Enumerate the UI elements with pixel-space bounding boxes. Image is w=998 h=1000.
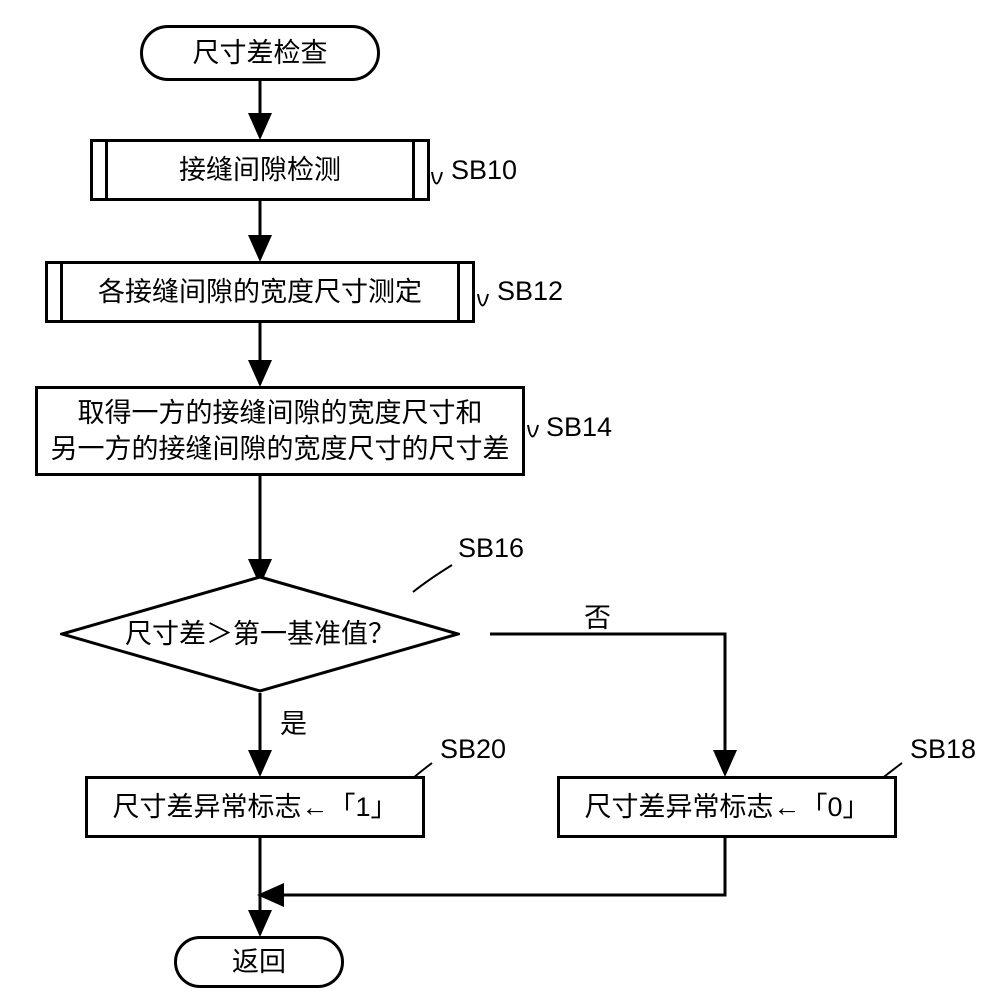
decision-no-label: 否 [584,596,611,635]
label-sb12: SB12 [497,276,563,307]
node-sb16-text: 尺寸差＞第一基准值？ [125,616,395,652]
node-sb18: 尺寸差异常标志←「0」 [557,776,897,838]
node-start-text: 尺寸差检查 [193,35,328,71]
node-end: 返回 [174,936,344,988]
node-sb14-text: 取得一方的接缝间隙的宽度尺寸和 另一方的接缝间隙的宽度尺寸的尺寸差 [51,395,510,468]
node-sb12-text: 各接缝间隙的宽度尺寸测定 [98,274,422,310]
node-start: 尺寸差检查 [140,25,380,81]
node-sb14: 取得一方的接缝间隙的宽度尺寸和 另一方的接缝间隙的宽度尺寸的尺寸差 [35,386,525,476]
node-end-text: 返回 [232,944,286,980]
node-sb20-text: 尺寸差异常标志←「1」 [112,789,397,825]
label-sb16: SB16 [458,533,524,564]
node-sb10-text: 接缝间隙检测 [179,152,341,188]
node-sb10: 接缝间隙检测 [90,139,430,201]
label-sb20: SB20 [440,734,506,765]
node-sb18-text: 尺寸差异常标志←「0」 [584,789,869,825]
node-sb12: 各接缝间隙的宽度尺寸测定 [45,261,475,323]
label-sb14: SB14 [546,412,612,443]
decision-yes-label: 是 [280,702,307,741]
label-sb10: SB10 [451,155,517,186]
node-sb16: 尺寸差＞第一基准值？ [60,575,460,693]
node-sb20: 尺寸差异常标志←「1」 [85,776,425,838]
label-sb18: SB18 [910,734,976,765]
